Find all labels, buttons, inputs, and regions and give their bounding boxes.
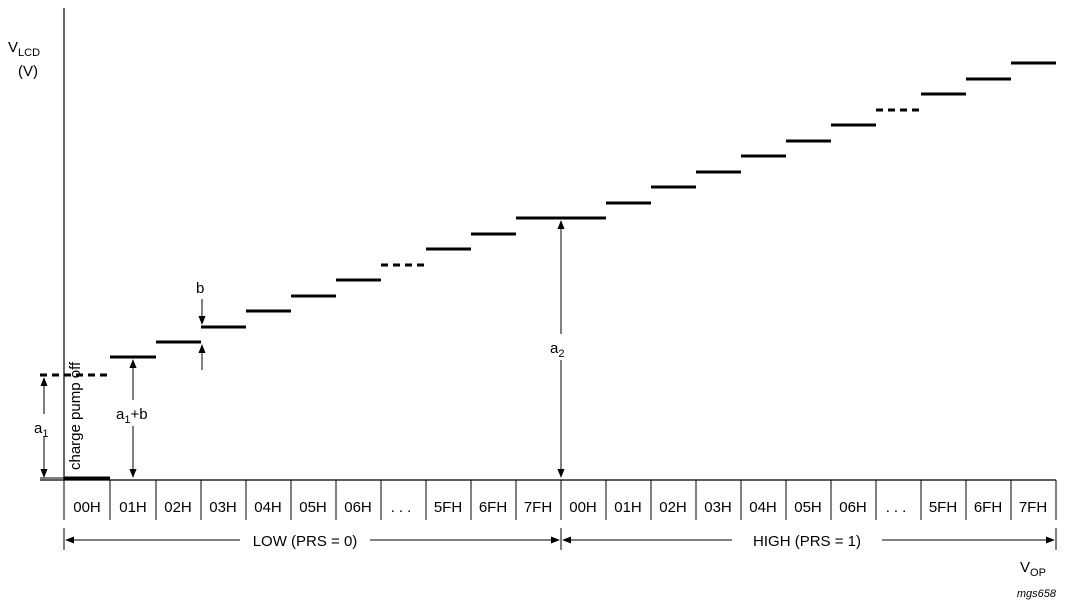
code-label: 05H bbox=[299, 499, 327, 516]
code-label: 6FH bbox=[974, 499, 1002, 516]
low-range-label-bg bbox=[240, 530, 370, 550]
code-label: 00H bbox=[73, 499, 101, 516]
code-label: 03H bbox=[704, 499, 732, 516]
high-range-label-bg bbox=[732, 530, 882, 550]
a1-label-bg bbox=[30, 414, 58, 436]
code-label: 03H bbox=[209, 499, 237, 516]
a1b-label: a1+b bbox=[116, 406, 148, 426]
a1-label: a1 bbox=[34, 420, 48, 440]
code-label: 02H bbox=[659, 499, 687, 516]
a2-label-bg bbox=[546, 334, 576, 360]
code-labels: 00H 01H 02H 03H 04H 05H 06H ... 5FH 6FH … bbox=[73, 499, 1047, 516]
code-label: 02H bbox=[164, 499, 192, 516]
code-label: 6FH bbox=[479, 499, 507, 516]
code-label: 06H bbox=[344, 499, 372, 516]
code-label: 04H bbox=[254, 499, 282, 516]
code-label: 01H bbox=[614, 499, 642, 516]
x-axis-label: VOP bbox=[1020, 559, 1046, 579]
b-label: b bbox=[196, 280, 204, 297]
figure-id: mgs658 bbox=[1017, 588, 1057, 600]
code-label: 05H bbox=[794, 499, 822, 516]
code-label: 7FH bbox=[1019, 499, 1047, 516]
a2-label: a2 bbox=[550, 340, 564, 360]
y-axis-label: VLCD bbox=[8, 39, 40, 59]
code-label: ... bbox=[391, 499, 416, 516]
code-label: 7FH bbox=[524, 499, 552, 516]
y-axis-unit: (V) bbox=[18, 63, 38, 80]
a1b-label-bg bbox=[112, 400, 158, 426]
code-label: 5FH bbox=[929, 499, 957, 516]
code-label: 01H bbox=[119, 499, 147, 516]
code-label: 06H bbox=[839, 499, 867, 516]
code-ticks bbox=[63, 480, 1057, 520]
low-range-label: LOW (PRS = 0) bbox=[253, 533, 358, 550]
code-label: ... bbox=[886, 499, 911, 516]
step-levels bbox=[40, 61, 1056, 480]
high-range-label: HIGH (PRS = 1) bbox=[753, 533, 861, 550]
code-label: 5FH bbox=[434, 499, 462, 516]
code-label: 00H bbox=[569, 499, 597, 516]
code-label: 04H bbox=[749, 499, 777, 516]
charge-pump-off-label: charge pump off bbox=[67, 361, 84, 470]
